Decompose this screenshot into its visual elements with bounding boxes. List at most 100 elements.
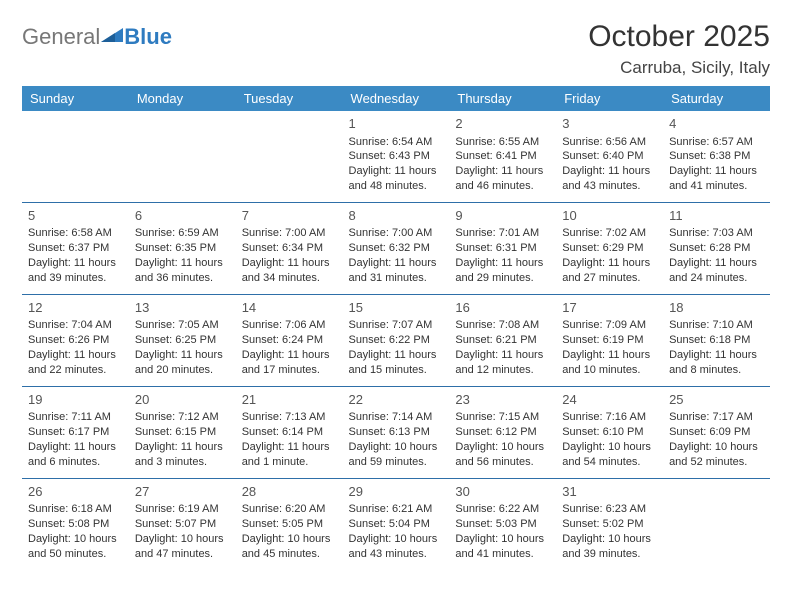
title-block: October 2025 Carruba, Sicily, Italy: [588, 20, 770, 86]
calendar-day-cell: 14Sunrise: 7:06 AMSunset: 6:24 PMDayligh…: [236, 294, 343, 386]
calendar-day-cell: 11Sunrise: 7:03 AMSunset: 6:28 PMDayligh…: [663, 202, 770, 294]
sunrise-text: Sunrise: 7:06 AM: [242, 318, 337, 333]
day-number: 16: [455, 299, 550, 317]
calendar-day-cell: 21Sunrise: 7:13 AMSunset: 6:14 PMDayligh…: [236, 386, 343, 478]
sunset-text: Sunset: 6:15 PM: [135, 425, 230, 440]
calendar-day-cell: 31Sunrise: 6:23 AMSunset: 5:02 PMDayligh…: [556, 478, 663, 569]
sunrise-text: Sunrise: 7:11 AM: [28, 410, 123, 425]
day-number: 5: [28, 207, 123, 225]
day-number: 20: [135, 391, 230, 409]
calendar-page: General Blue October 2025 Carruba, Sicil…: [0, 0, 792, 612]
sunrise-text: Sunrise: 7:09 AM: [562, 318, 657, 333]
day-number: 15: [349, 299, 444, 317]
daylight-text: Daylight: 11 hours and 10 minutes.: [562, 348, 657, 378]
daylight-text: Daylight: 10 hours and 39 minutes.: [562, 532, 657, 562]
sunset-text: Sunset: 5:04 PM: [349, 517, 444, 532]
daylight-text: Daylight: 10 hours and 41 minutes.: [455, 532, 550, 562]
calendar-week-row: 19Sunrise: 7:11 AMSunset: 6:17 PMDayligh…: [22, 386, 770, 478]
day-number: 26: [28, 483, 123, 501]
calendar-day-cell: 8Sunrise: 7:00 AMSunset: 6:32 PMDaylight…: [343, 202, 450, 294]
calendar-day-cell: 22Sunrise: 7:14 AMSunset: 6:13 PMDayligh…: [343, 386, 450, 478]
calendar-day-cell: 26Sunrise: 6:18 AMSunset: 5:08 PMDayligh…: [22, 478, 129, 569]
day-number: 24: [562, 391, 657, 409]
calendar-week-row: 26Sunrise: 6:18 AMSunset: 5:08 PMDayligh…: [22, 478, 770, 569]
calendar-day-cell: 28Sunrise: 6:20 AMSunset: 5:05 PMDayligh…: [236, 478, 343, 569]
day-number: 19: [28, 391, 123, 409]
sunset-text: Sunset: 6:25 PM: [135, 333, 230, 348]
daylight-text: Daylight: 11 hours and 46 minutes.: [455, 164, 550, 194]
sunset-text: Sunset: 6:26 PM: [28, 333, 123, 348]
day-number: 10: [562, 207, 657, 225]
calendar-day-cell: 1Sunrise: 6:54 AMSunset: 6:43 PMDaylight…: [343, 111, 450, 202]
sunrise-text: Sunrise: 6:21 AM: [349, 502, 444, 517]
day-number: 27: [135, 483, 230, 501]
day-number: 2: [455, 115, 550, 133]
calendar-day-cell: 17Sunrise: 7:09 AMSunset: 6:19 PMDayligh…: [556, 294, 663, 386]
calendar-table: SundayMondayTuesdayWednesdayThursdayFrid…: [22, 86, 770, 570]
sunrise-text: Sunrise: 7:16 AM: [562, 410, 657, 425]
daylight-text: Daylight: 11 hours and 29 minutes.: [455, 256, 550, 286]
location-label: Carruba, Sicily, Italy: [588, 58, 770, 78]
sunrise-text: Sunrise: 7:00 AM: [349, 226, 444, 241]
sunrise-text: Sunrise: 7:07 AM: [349, 318, 444, 333]
sunset-text: Sunset: 6:34 PM: [242, 241, 337, 256]
sunset-text: Sunset: 5:02 PM: [562, 517, 657, 532]
calendar-day-cell: 10Sunrise: 7:02 AMSunset: 6:29 PMDayligh…: [556, 202, 663, 294]
day-number: 17: [562, 299, 657, 317]
day-number: 8: [349, 207, 444, 225]
calendar-day-cell: 7Sunrise: 7:00 AMSunset: 6:34 PMDaylight…: [236, 202, 343, 294]
sunset-text: Sunset: 6:10 PM: [562, 425, 657, 440]
logo-text-blue: Blue: [124, 24, 172, 50]
sunset-text: Sunset: 6:14 PM: [242, 425, 337, 440]
sunrise-text: Sunrise: 7:02 AM: [562, 226, 657, 241]
day-number: 18: [669, 299, 764, 317]
calendar-day-cell: 29Sunrise: 6:21 AMSunset: 5:04 PMDayligh…: [343, 478, 450, 569]
daylight-text: Daylight: 11 hours and 6 minutes.: [28, 440, 123, 470]
daylight-text: Daylight: 11 hours and 34 minutes.: [242, 256, 337, 286]
calendar-day-cell: 19Sunrise: 7:11 AMSunset: 6:17 PMDayligh…: [22, 386, 129, 478]
sunrise-text: Sunrise: 7:01 AM: [455, 226, 550, 241]
sunset-text: Sunset: 6:41 PM: [455, 149, 550, 164]
day-number: 1: [349, 115, 444, 133]
daylight-text: Daylight: 10 hours and 50 minutes.: [28, 532, 123, 562]
daylight-text: Daylight: 10 hours and 43 minutes.: [349, 532, 444, 562]
sunset-text: Sunset: 6:18 PM: [669, 333, 764, 348]
day-number: 31: [562, 483, 657, 501]
sunrise-text: Sunrise: 7:15 AM: [455, 410, 550, 425]
sunset-text: Sunset: 5:03 PM: [455, 517, 550, 532]
sunset-text: Sunset: 6:40 PM: [562, 149, 657, 164]
day-number: 23: [455, 391, 550, 409]
calendar-day-cell: 5Sunrise: 6:58 AMSunset: 6:37 PMDaylight…: [22, 202, 129, 294]
daylight-text: Daylight: 11 hours and 1 minute.: [242, 440, 337, 470]
calendar-day-cell: 18Sunrise: 7:10 AMSunset: 6:18 PMDayligh…: [663, 294, 770, 386]
sunrise-text: Sunrise: 6:58 AM: [28, 226, 123, 241]
calendar-day-cell: 13Sunrise: 7:05 AMSunset: 6:25 PMDayligh…: [129, 294, 236, 386]
sunrise-text: Sunrise: 7:05 AM: [135, 318, 230, 333]
daylight-text: Daylight: 10 hours and 47 minutes.: [135, 532, 230, 562]
calendar-day-cell: 20Sunrise: 7:12 AMSunset: 6:15 PMDayligh…: [129, 386, 236, 478]
weekday-header: Friday: [556, 86, 663, 111]
sunset-text: Sunset: 6:13 PM: [349, 425, 444, 440]
weekday-header: Wednesday: [343, 86, 450, 111]
sunset-text: Sunset: 6:21 PM: [455, 333, 550, 348]
day-number: 14: [242, 299, 337, 317]
sunrise-text: Sunrise: 7:03 AM: [669, 226, 764, 241]
sunset-text: Sunset: 6:38 PM: [669, 149, 764, 164]
daylight-text: Daylight: 11 hours and 17 minutes.: [242, 348, 337, 378]
daylight-text: Daylight: 10 hours and 59 minutes.: [349, 440, 444, 470]
sunset-text: Sunset: 6:31 PM: [455, 241, 550, 256]
sunrise-text: Sunrise: 7:10 AM: [669, 318, 764, 333]
day-number: 11: [669, 207, 764, 225]
calendar-day-cell: 3Sunrise: 6:56 AMSunset: 6:40 PMDaylight…: [556, 111, 663, 202]
sunrise-text: Sunrise: 6:57 AM: [669, 135, 764, 150]
day-number: 30: [455, 483, 550, 501]
logo-text-general: General: [22, 24, 100, 50]
sunrise-text: Sunrise: 6:54 AM: [349, 135, 444, 150]
sunset-text: Sunset: 6:09 PM: [669, 425, 764, 440]
daylight-text: Daylight: 10 hours and 52 minutes.: [669, 440, 764, 470]
day-number: 25: [669, 391, 764, 409]
sunrise-text: Sunrise: 6:59 AM: [135, 226, 230, 241]
calendar-day-cell: 30Sunrise: 6:22 AMSunset: 5:03 PMDayligh…: [449, 478, 556, 569]
sunrise-text: Sunrise: 7:14 AM: [349, 410, 444, 425]
sunset-text: Sunset: 5:07 PM: [135, 517, 230, 532]
